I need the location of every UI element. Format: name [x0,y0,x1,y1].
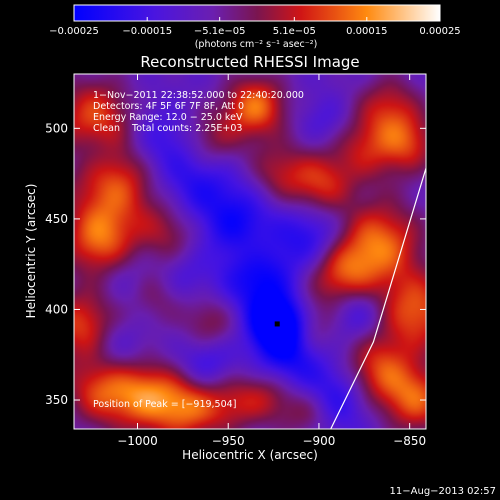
colorbar-tick-label: 0.00015 [346,26,387,37]
annotation-detectors: Detectors: 4F 5F 6F 7F 8F, Att 0 [93,101,244,112]
x-tick-label: −900 [302,434,335,448]
x-tick-label: −950 [212,434,245,448]
colorbar-tick-label: 5.1e−05 [273,26,316,37]
annotation-total-counts: Clean Total counts: 2.25E+03 [93,123,242,134]
x-axis-label: Heliocentric X (arcsec) [182,448,318,462]
y-tick-label: 350 [45,393,68,407]
peak-marker [274,321,280,327]
y-tick-label: 500 [45,121,68,135]
colorbar-ticks: −0.00025 −0.00015 −5.1e−05 5.1e−05 0.00015 0.… [49,17,461,37]
y-tick-label: 400 [45,302,68,316]
colorbar [73,4,441,22]
observation-annotations: 1−Nov−2011 22:38:52.000 to 22:40:20.000 … [93,90,304,134]
y-axis-ticks: 350 400 450 500 [45,121,426,407]
colorbar-tick-label: −0.00015 [122,26,172,37]
annotation-time-range: 1−Nov−2011 22:38:52.000 to 22:40:20.000 [93,90,304,101]
annotation-energy-range: Energy Range: 12.0 − 25.0 keV [93,112,243,123]
reconstructed-image [74,74,426,429]
colorbar-unit-label: (photons cm⁻² s⁻¹ asec⁻²) [195,39,318,50]
image-field [74,74,426,429]
colorbar-tick-label: −0.00025 [49,26,99,37]
y-tick-label: 450 [45,212,68,226]
plot-frame [73,73,427,430]
x-axis-ticks: −1000 −950 −900 −850 [117,74,426,448]
chart-title: Reconstructed RHESSI Image [140,53,359,71]
solar-limb-line [330,168,426,429]
x-tick-label: −850 [393,434,426,448]
colorbar-tick-label: −5.1e−05 [194,26,246,37]
x-tick-label: −1000 [117,434,158,448]
render-timestamp: 11−Aug−2013 02:57 [390,486,496,497]
colorbar-tick-label: 0.00025 [419,26,460,37]
y-axis-label: Heliocentric Y (arcsec) [24,184,38,319]
peak-position-label: Position of Peak = [−919,504] [93,399,236,410]
